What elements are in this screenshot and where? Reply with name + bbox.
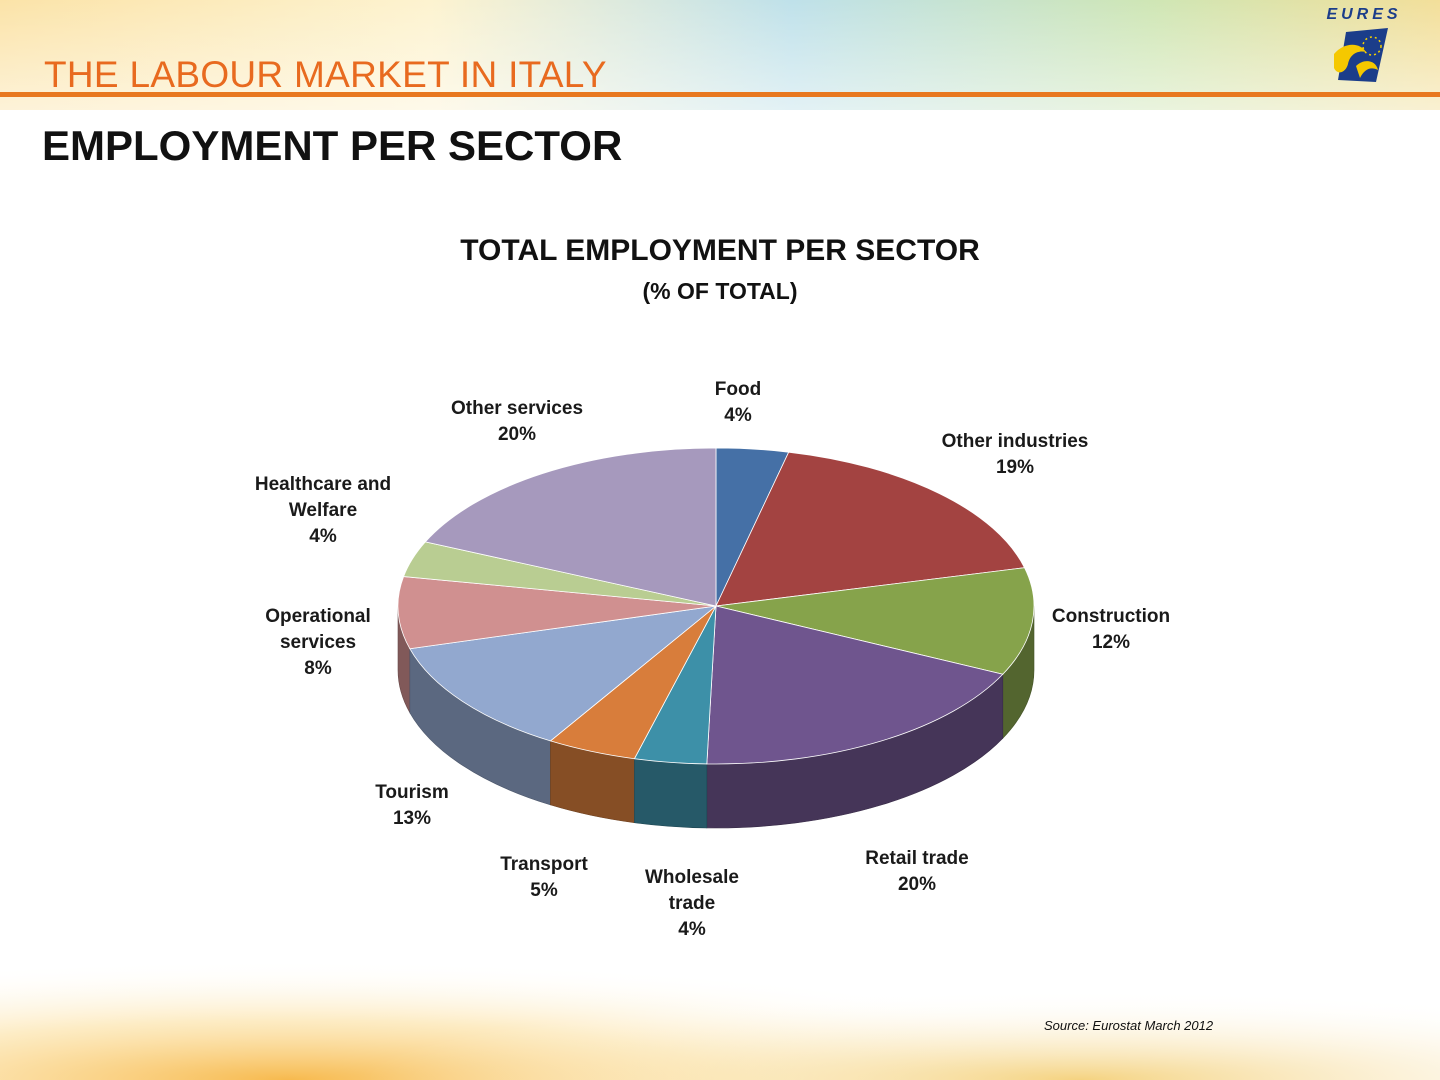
slice-label-operational-services-value: 8% (304, 658, 332, 679)
pie-slice-retail-trade (706, 605, 1004, 765)
slice-label-retail-trade-name: Retail trade (865, 848, 969, 869)
slice-label-wholesale-trade-name: Wholesale trade (645, 867, 739, 914)
slice-label-other-industries-name: Other industries (941, 431, 1089, 452)
slice-label-operational-services: Operational services 8% (258, 604, 378, 682)
slice-label-wholesale-trade: Wholesale trade 4% (632, 865, 752, 943)
slice-label-construction-value: 12% (1091, 632, 1131, 653)
slice-label-other-services: Other services 20% (407, 396, 627, 448)
eures-logo: EURES (1326, 6, 1402, 86)
slice-label-other-services-name: Other services (450, 398, 584, 419)
slice-label-food-name: Food (714, 379, 762, 400)
slice-label-other-industries-value: 19% (995, 457, 1035, 478)
slice-label-wholesale-trade-value: 4% (678, 919, 706, 940)
slice-label-healthcare-welfare-name: Healthcare and Welfare (254, 474, 392, 521)
slice-label-tourism: Tourism 13% (302, 780, 522, 832)
slice-label-transport-value: 5% (530, 880, 558, 901)
deck-title: THE LABOUR MARKET IN ITALY (44, 54, 607, 95)
slice-label-tourism-name: Tourism (375, 782, 449, 803)
pie-slice-other-industries (715, 451, 1026, 607)
slide-title: EMPLOYMENT PER SECTOR (42, 122, 623, 169)
slice-label-food: Food 4% (628, 377, 848, 429)
chart-title: TOTAL EMPLOYMENT PER SECTOR (460, 234, 980, 267)
slice-label-healthcare-welfare-value: 4% (309, 526, 337, 547)
chart-subtitle: (% OF TOTAL) (642, 278, 798, 304)
slice-label-retail-trade-value: 20% (897, 874, 937, 895)
pie-slice-other-services (424, 447, 717, 607)
pie-slice-operational-services (397, 576, 717, 650)
slice-label-construction: Construction 12% (1001, 604, 1221, 656)
slice-label-construction-name: Construction (1051, 606, 1171, 627)
slice-label-operational-services-name: Operational services (265, 606, 371, 653)
source-note: Source: Eurostat March 2012 (1044, 1018, 1214, 1033)
eures-emblem-icon (1334, 28, 1388, 82)
logo-text: EURES (1326, 6, 1402, 23)
pie-slice-construction (715, 567, 1035, 675)
pie-slice-tourism (409, 605, 718, 742)
pie-side-wholesale-trade (634, 758, 708, 829)
slice-label-transport: Transport 5% (434, 852, 654, 904)
slice-label-healthcare-welfare: Healthcare and Welfare 4% (248, 472, 398, 550)
slice-label-other-industries: Other industries 19% (905, 429, 1125, 481)
slice-label-transport-name: Transport (500, 854, 588, 875)
header-divider (0, 92, 1440, 97)
slice-label-retail-trade: Retail trade 20% (807, 846, 1027, 898)
slice-label-other-services-value: 20% (497, 424, 537, 445)
slice-label-tourism-value: 13% (392, 808, 432, 829)
slice-label-food-value: 4% (724, 405, 752, 426)
